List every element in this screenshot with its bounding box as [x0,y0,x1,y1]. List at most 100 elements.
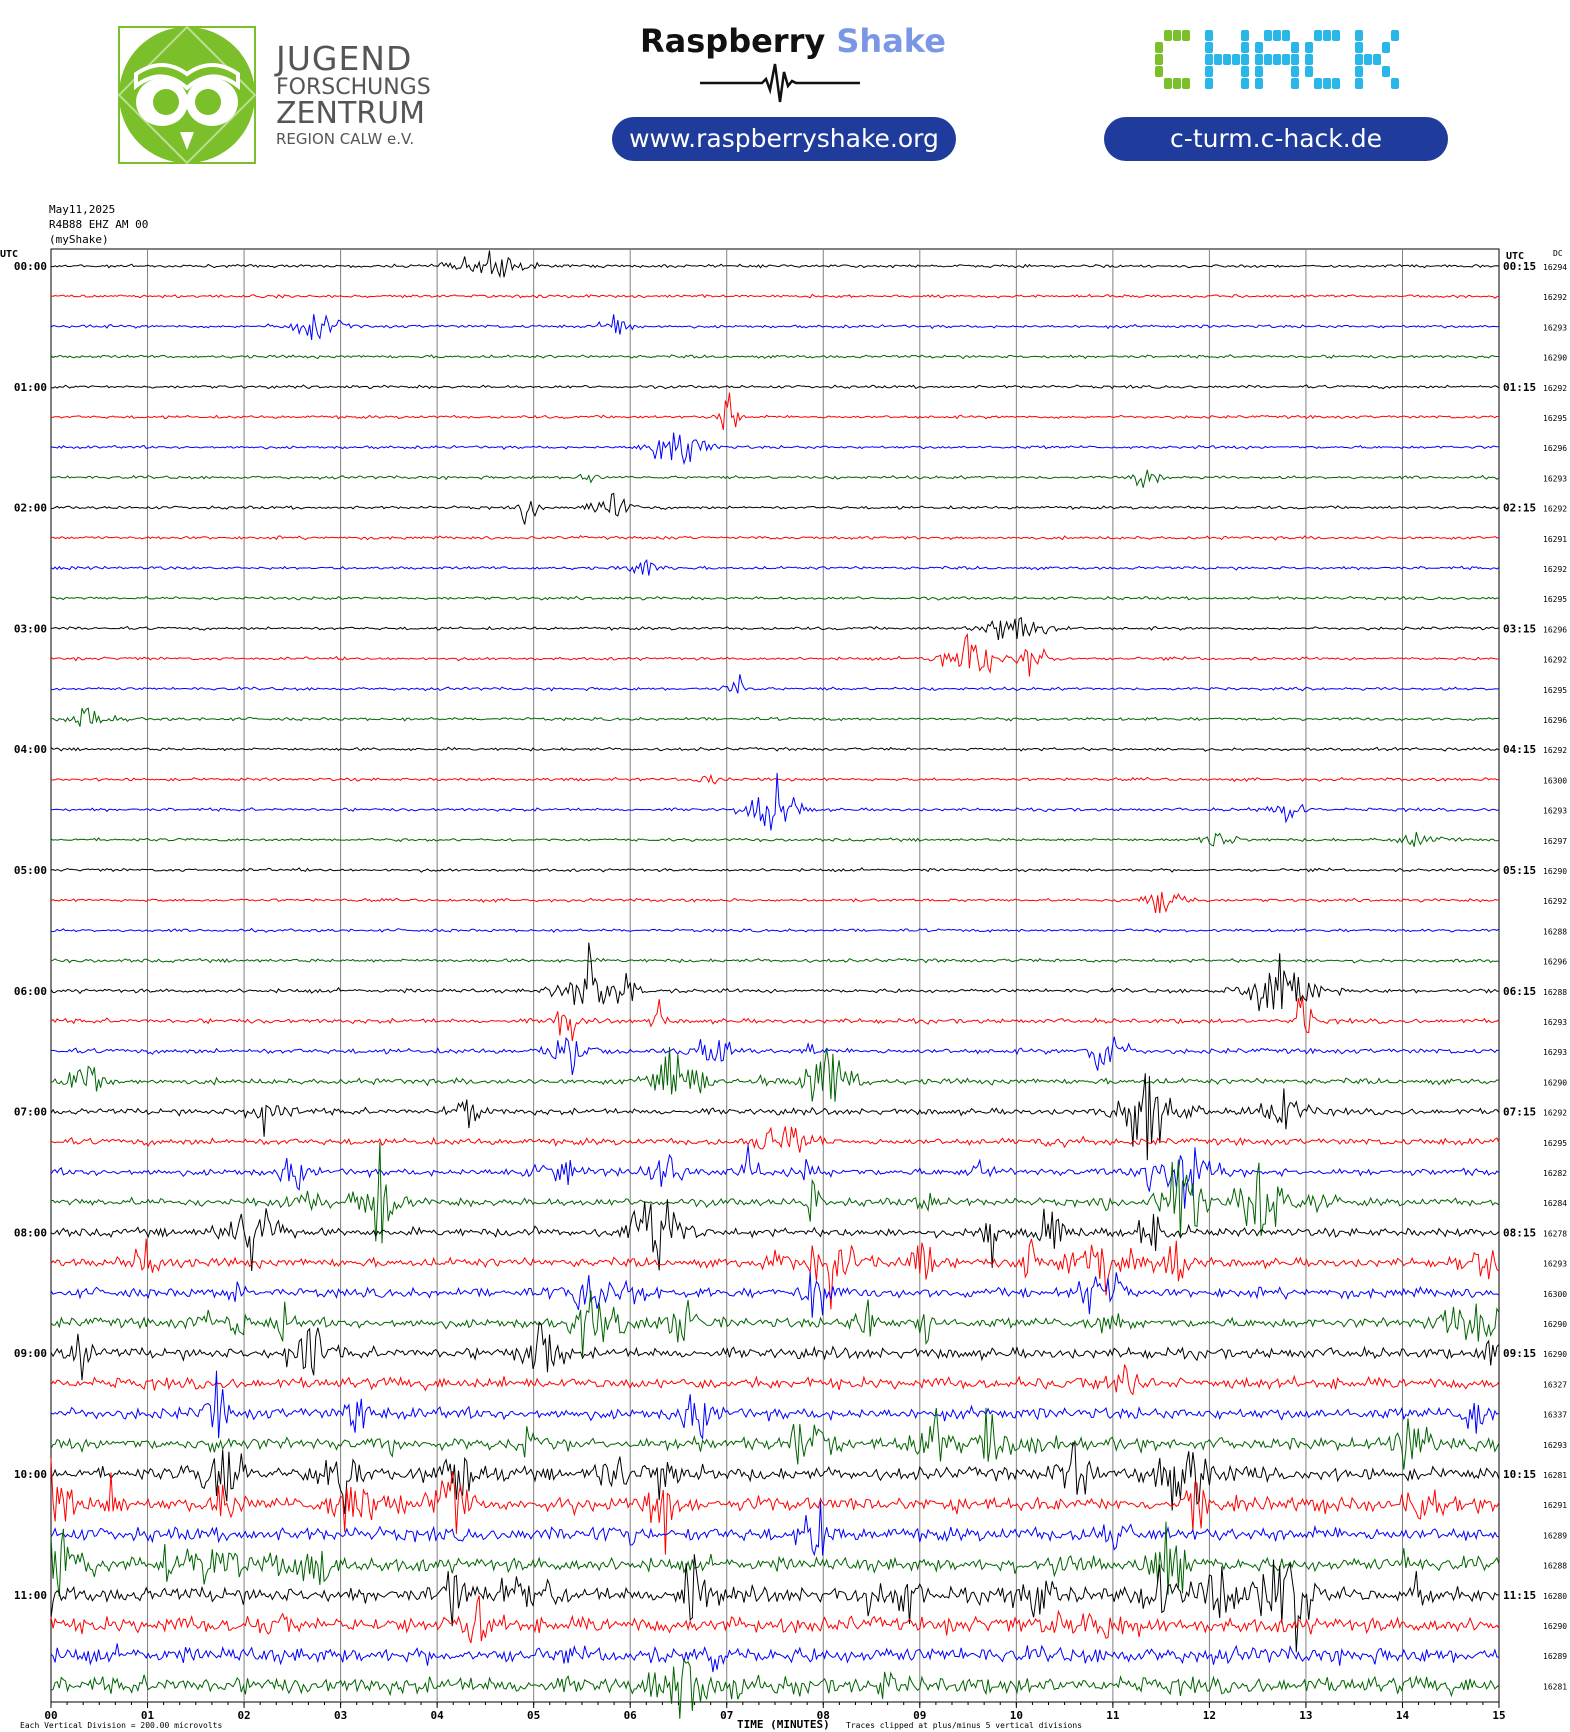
right-hour-label: 01:15 [1503,381,1536,394]
seismic-trace [50,632,1500,677]
right-hour-label: 04:15 [1503,743,1536,756]
left-hour-label: 08:00 [14,1226,47,1239]
seismic-trace [50,996,1500,1041]
right-utc-label: UTC [1506,251,1524,262]
seismic-trace [50,1658,1500,1719]
plot-frame [50,248,1500,1703]
dc-value: 16293 [1543,1048,1567,1057]
seismic-trace [50,1073,1500,1161]
jfz-logo-text: JUGEND FORSCHUNGS ZENTRUM REGION CALW e.… [276,42,431,147]
dc-value: 16292 [1543,505,1567,514]
chart-header: May11,2025 R4B88 EHZ AM 00 (myShake) [49,202,148,247]
station-id: R4B88 EHZ AM 00 [49,218,149,231]
dc-value: 16337 [1543,1411,1567,1420]
dc-value: 16290 [1543,1622,1567,1631]
left-hour-label: 07:00 [14,1106,47,1119]
left-hour-label: 01:00 [14,381,47,394]
seismic-trace [50,957,1500,964]
x-tick-label: 01 [141,1709,155,1722]
dc-value: 16296 [1543,958,1567,967]
seismic-trace [50,559,1500,576]
seismograph-wave-icon [700,63,860,103]
seismic-trace [50,1407,1500,1470]
seismic-trace [50,469,1500,488]
seismic-trace [50,1271,1500,1318]
vertical-division-note: Each Vertical Division = 200.00 microvol… [20,1721,222,1730]
dc-value: 16280 [1543,1592,1567,1601]
jfz-line2: FORSCHUNGS [276,75,431,100]
dc-value: 16292 [1543,897,1567,906]
owl-logo-icon [117,25,257,165]
left-hour-label: 04:00 [14,743,47,756]
dc-value: 16300 [1543,1290,1567,1299]
seismic-trace [50,773,1500,785]
dc-value: 16284 [1543,1199,1567,1208]
x-tick-label: 09 [913,1709,926,1722]
right-hour-label: 08:15 [1503,1226,1536,1239]
dc-value: 16295 [1543,595,1567,604]
right-hour-label: 00:15 [1503,260,1536,273]
dc-value: 16293 [1543,807,1567,816]
chack-url-pill[interactable]: c-turm.c-hack.de [1104,117,1448,161]
x-tick-label: 06 [624,1709,638,1722]
seismic-trace [50,674,1500,694]
x-tick-label: 12 [1203,1709,1216,1722]
dc-value: 16295 [1543,686,1567,695]
seismic-trace [50,1199,1500,1272]
seismic-trace [50,1441,1500,1515]
left-hour-label: 00:00 [14,260,47,273]
seismic-trace [50,831,1500,847]
right-hour-label: 07:15 [1503,1106,1536,1119]
seismic-trace [50,1036,1500,1076]
dc-value: 16289 [1543,1652,1567,1661]
dc-header: DC [1553,249,1563,258]
dc-value: 16295 [1543,414,1567,423]
left-hour-label: 05:00 [14,864,47,877]
dc-value: 16297 [1543,837,1567,846]
seismic-trace [50,384,1500,390]
left-utc-label: UTC [0,249,18,260]
seismic-trace [50,1501,1500,1557]
seismic-trace [50,1321,1500,1381]
seismic-trace [50,595,1500,601]
dc-value: 16292 [1543,656,1567,665]
seismic-trace [50,492,1500,525]
right-hour-label: 05:15 [1503,864,1536,877]
seismic-trace [50,432,1500,466]
seismic-trace [50,891,1500,914]
dc-value: 16296 [1543,716,1567,725]
seismic-trace [50,535,1500,541]
dc-value: 16300 [1543,776,1567,785]
seismic-trace [50,772,1500,831]
dc-value: 16282 [1543,1169,1567,1178]
chart-date: May11,2025 [49,203,116,216]
x-axis-label: TIME (MINUTES) [737,1718,830,1731]
x-tick-label: 13 [1299,1709,1312,1722]
x-tick-label: 11 [1106,1709,1120,1722]
dc-value: 16296 [1543,625,1567,634]
dc-value: 16291 [1543,1501,1567,1510]
x-tick-label: 15 [1492,1709,1505,1722]
dc-value: 16290 [1543,1320,1567,1329]
seismic-trace [50,1290,1500,1356]
dc-value: 16293 [1543,1441,1567,1450]
seismic-trace [50,707,1500,727]
dc-value: 16293 [1543,1018,1567,1027]
dc-value: 16290 [1543,1078,1567,1087]
right-hour-label: 10:15 [1503,1468,1536,1481]
seismic-trace [50,1126,1500,1153]
dc-value: 16281 [1543,1471,1567,1480]
jfz-line4: REGION CALW e.V. [276,130,415,148]
dc-value: 16292 [1543,746,1567,755]
raspberryshake-url-pill[interactable]: www.raspberryshake.org [612,117,956,161]
x-tick-label: 02 [237,1709,250,1722]
x-tick-label: 08 [817,1709,830,1722]
right-hour-label: 03:15 [1503,622,1536,635]
chack-logo [1155,30,1399,89]
left-hour-label: 11:00 [14,1589,47,1602]
dc-value: 16293 [1543,474,1567,483]
seismic-trace [50,1370,1500,1441]
seismic-trace [50,746,1500,752]
dc-value: 16292 [1543,565,1567,574]
seismic-trace [50,314,1500,340]
